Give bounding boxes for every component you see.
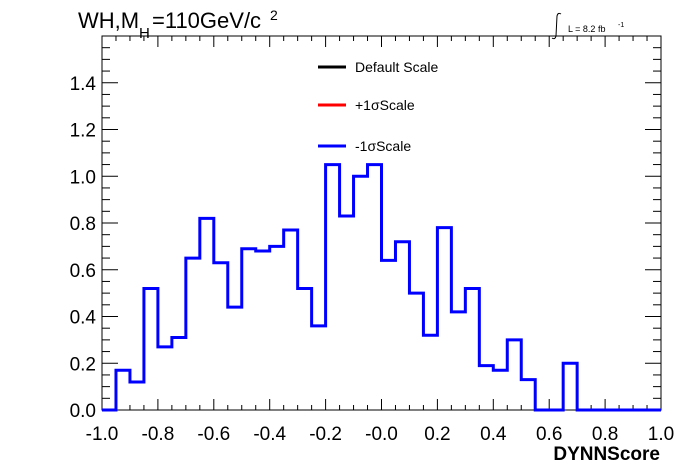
title-rest: =110GeV/c xyxy=(152,8,261,33)
title-superscript: 2 xyxy=(270,7,278,23)
y-tick-labels: 0.0 0.2 0.4 0.6 0.8 1.0 1.2 1.4 xyxy=(70,74,97,422)
y-tick-label: 1.0 xyxy=(70,167,96,188)
series-layer xyxy=(102,163,661,412)
y-tick-label: 0.0 xyxy=(70,401,96,422)
x-axis-title: DYNNScore xyxy=(553,444,660,465)
chart-title: WH,M H =110GeV/c 2 xyxy=(78,7,278,42)
integral-sign-icon xyxy=(551,12,562,40)
y-tick-label: 0.6 xyxy=(70,261,96,282)
luminosity-label: L = 8.2 fb -1 xyxy=(551,12,624,40)
legend: Default Scale +1σScale -1σScale xyxy=(318,59,438,154)
legend-label: -1σScale xyxy=(355,138,411,154)
x-tick-label: -0.6 xyxy=(197,424,230,445)
y-tick-label: 1.2 xyxy=(70,121,96,142)
x-tick-label: -0.8 xyxy=(142,424,175,445)
x-tick-label: 0.4 xyxy=(480,424,507,445)
x-tick-label: 0.2 xyxy=(424,424,450,445)
x-tick-labels: -1.0 -0.8 -0.6 -0.4 -0.2 -0.0 0.2 0.4 0.6 0.8 1.0 xyxy=(86,424,675,445)
x-tick-label: 0.6 xyxy=(536,424,562,445)
x-tick-label: 1.0 xyxy=(648,424,674,445)
y-tick-label: 0.2 xyxy=(70,354,96,375)
y-tick-label: 0.8 xyxy=(70,214,96,235)
lumi-value: L = 8.2 fb xyxy=(568,24,605,34)
series-line-0 xyxy=(102,163,661,412)
y-tick-label: 0.4 xyxy=(70,308,97,329)
title-main: WH,M xyxy=(78,8,139,33)
lumi-exponent: -1 xyxy=(618,22,624,29)
title-subscript: H xyxy=(139,25,150,42)
legend-label: +1σScale xyxy=(355,97,415,113)
y-tick-label: 1.4 xyxy=(70,74,97,95)
legend-label: Default Scale xyxy=(355,59,438,75)
x-tick-label: 0.8 xyxy=(592,424,618,445)
x-tick-label: -0.4 xyxy=(253,424,286,445)
x-tick-label: -0.0 xyxy=(365,424,398,445)
x-tick-label: -0.2 xyxy=(309,424,342,445)
x-tick-label: -1.0 xyxy=(86,424,119,445)
